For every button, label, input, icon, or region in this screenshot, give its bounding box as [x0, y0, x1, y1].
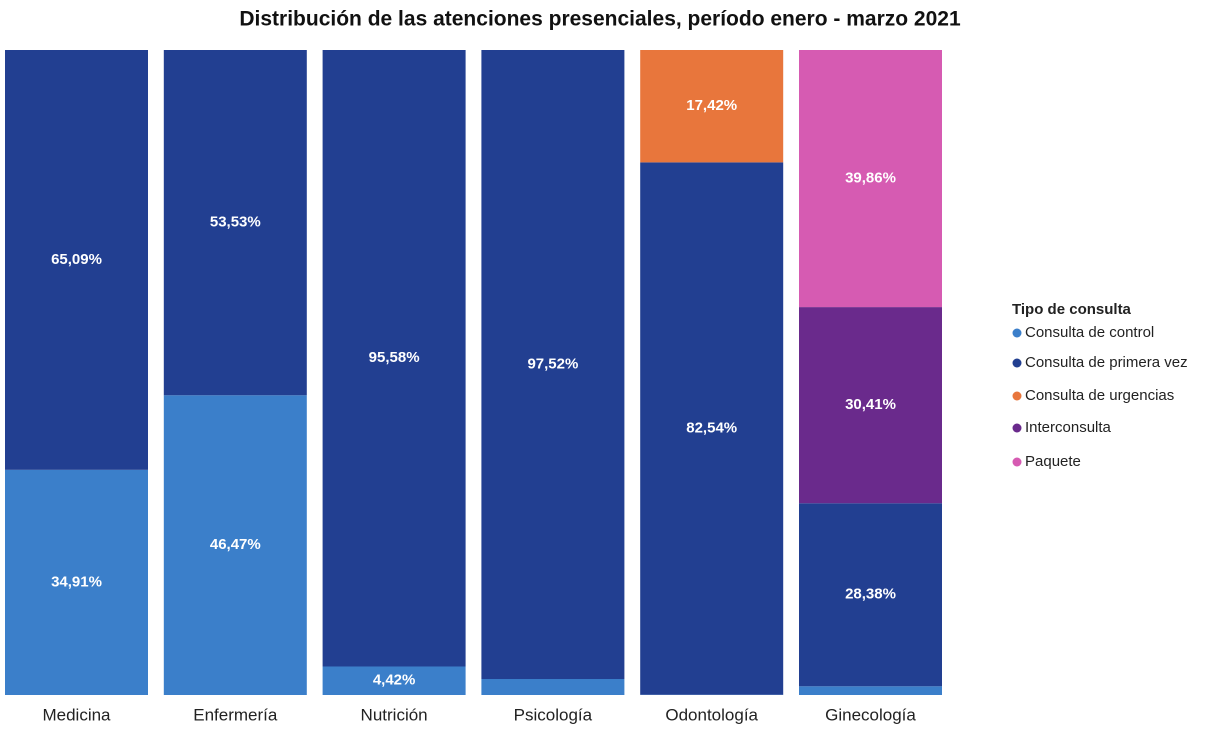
legend-label: Interconsulta: [1025, 419, 1112, 436]
value-label: 34,91%: [51, 573, 102, 590]
value-label: 30,41%: [845, 396, 896, 413]
legend-label: Consulta de primera vez: [1025, 354, 1188, 371]
x-tick-label: Ginecología: [825, 705, 916, 724]
value-label: 4,42%: [373, 672, 416, 689]
value-label: 65,09%: [51, 251, 102, 268]
value-label: 53,53%: [210, 214, 261, 231]
chart-title: Distribución de las atenciones presencia…: [239, 8, 961, 31]
legend-label: Paquete: [1025, 453, 1081, 470]
legend-label: Consulta de control: [1025, 324, 1154, 341]
bar-segment: [799, 686, 942, 695]
bar-segment: [799, 307, 942, 504]
value-label: 39,86%: [845, 170, 896, 187]
x-tick-label: Medicina: [42, 705, 111, 724]
legend-label: Consulta de urgencias: [1025, 387, 1174, 404]
value-label: 46,47%: [210, 536, 261, 553]
x-tick-label: Enfermería: [193, 705, 278, 724]
bar-segment: [481, 679, 625, 695]
bar-segment: [163, 50, 307, 396]
x-tick-label: Nutrición: [361, 705, 428, 724]
bar-segment: [5, 469, 148, 695]
bar-segment: [640, 50, 784, 163]
legend-swatch: [1012, 423, 1022, 433]
bar-segment: [640, 162, 784, 695]
value-label: 17,42%: [686, 97, 737, 114]
value-label: 95,58%: [369, 349, 420, 366]
bar-segment: [799, 50, 942, 308]
value-label: 82,54%: [686, 420, 737, 437]
x-tick-label: Odontología: [665, 705, 758, 724]
bar-segment: [322, 50, 466, 667]
bar-segment: [799, 503, 942, 687]
legend-swatch: [1012, 457, 1022, 467]
bar-segment: [163, 395, 307, 695]
legend-swatch: [1012, 358, 1022, 368]
legend-swatch: [1012, 328, 1022, 338]
value-label: 28,38%: [845, 586, 896, 603]
legend-swatch: [1012, 391, 1022, 401]
x-tick-label: Psicología: [514, 705, 593, 724]
bar-segment: [5, 50, 148, 470]
bar-segment: [481, 50, 625, 680]
legend-title: Tipo de consulta: [1012, 301, 1132, 318]
value-label: 97,52%: [527, 355, 578, 372]
bar-segment: [322, 666, 466, 695]
